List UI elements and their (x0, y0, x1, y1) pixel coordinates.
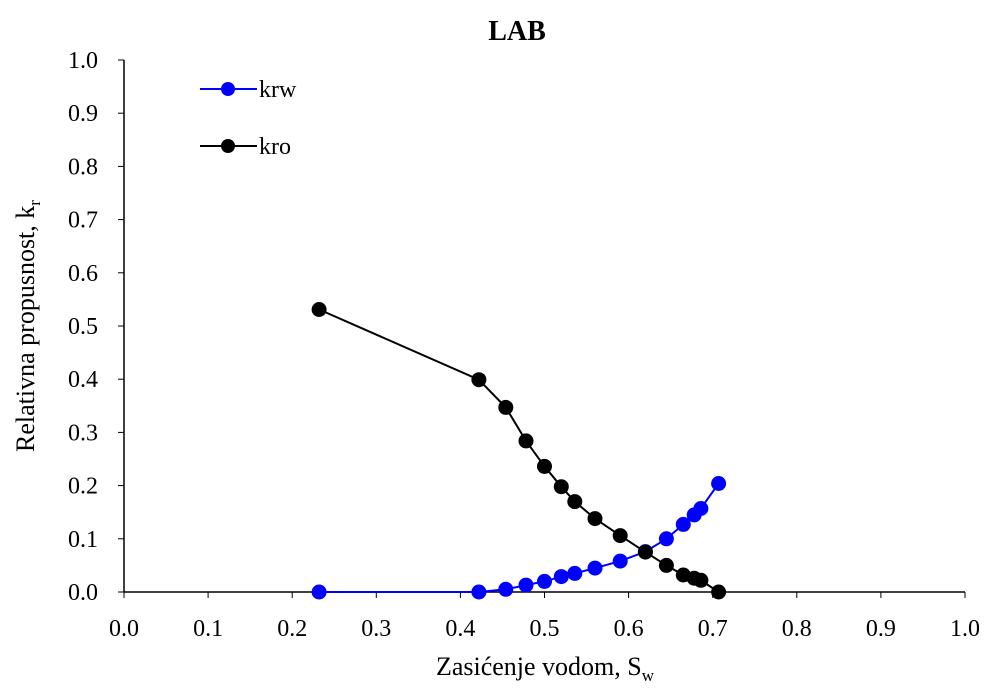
x-tick-label: 0.1 (193, 616, 223, 642)
x-tick-label: 0.2 (277, 616, 307, 642)
y-tick-labels: 0.0 0.1 0.2 0.3 0.4 0.5 0.6 0.7 0.8 0.9 1.0 (68, 48, 124, 606)
data-point-krw (537, 573, 552, 589)
y-tick-label: 0.1 (68, 527, 98, 553)
y-tick-label: 0.4 (68, 367, 98, 393)
data-point-kro (553, 479, 569, 495)
data-point-kro (612, 528, 628, 544)
x-tick-label: 0.3 (361, 616, 391, 642)
y-tick-label: 0.5 (68, 314, 98, 340)
legend-marker-kro (221, 139, 235, 153)
y-tick-label: 0.0 (68, 580, 98, 606)
y-tick-label: 0.7 (68, 208, 98, 234)
data-point-kro (658, 557, 674, 573)
data-point-krw (518, 577, 534, 593)
data-point-kro (587, 511, 603, 527)
series-line-kro (318, 308, 720, 593)
x-tick-label: 1.0 (950, 616, 980, 642)
series-kro (311, 302, 727, 600)
legend-label-kro: kro (259, 134, 291, 160)
data-point-krw (311, 584, 327, 600)
data-point-krw (471, 584, 487, 600)
data-point-krw (658, 531, 674, 547)
data-point-kro (693, 572, 709, 588)
legend: krw kro (200, 77, 297, 160)
data-point-kro (518, 433, 534, 449)
y-tick-label: 0.3 (68, 420, 98, 446)
chart-title: LAB (488, 16, 546, 47)
y-tick-label: 0.2 (68, 474, 98, 500)
data-point-kro (471, 372, 487, 388)
data-point-krw (567, 565, 583, 581)
y-tick-label: 1.0 (68, 48, 98, 74)
y-tick-label: 0.9 (68, 101, 98, 127)
y-axis-label-main: Relativna propusnost, k (11, 206, 40, 452)
legend-item-kro: kro (200, 134, 291, 160)
x-tick-label: 0.4 (445, 616, 475, 642)
data-point-krw (498, 581, 514, 597)
x-tick-labels: 0.0 0.1 0.2 0.3 0.4 0.5 0.6 0.7 0.8 0.9 1.0 (109, 592, 980, 642)
y-axis-label-subscript: r (25, 200, 44, 206)
legend-item-krw: krw (200, 77, 297, 103)
axes (123, 60, 965, 593)
x-tick-label: 0.9 (866, 616, 896, 642)
data-point-kro (311, 302, 327, 317)
series-krw (311, 476, 727, 600)
data-point-kro (637, 544, 653, 560)
x-tick-label: 0.0 (109, 616, 139, 642)
legend-label-krw: krw (259, 77, 297, 103)
data-point-krw (675, 516, 691, 532)
data-point-krw (587, 560, 603, 576)
x-tick-label: 0.8 (782, 616, 812, 642)
data-point-kro (537, 458, 552, 474)
data-point-kro (711, 584, 727, 600)
x-axis-label-subscript: w (642, 666, 655, 685)
x-tick-label: 0.7 (698, 616, 728, 642)
data-point-krw (711, 476, 727, 491)
data-point-krw (693, 501, 709, 516)
y-axis-label: Relativna propusnost, kr (11, 200, 44, 452)
y-tick-label: 0.6 (68, 261, 98, 287)
data-point-kro (567, 494, 583, 510)
x-tick-label: 0.5 (530, 616, 560, 642)
series-line-krw (319, 482, 720, 593)
series-layer (311, 302, 727, 600)
y-tick-label: 0.8 (68, 154, 98, 180)
data-point-krw (612, 553, 628, 569)
data-point-krw (553, 569, 569, 585)
x-axis-label-main: Zasićenje vodom, S (436, 652, 642, 681)
data-point-kro (498, 399, 514, 415)
x-axis-label: Zasićenje vodom, Sw (436, 652, 655, 685)
x-tick-label: 0.6 (614, 616, 644, 642)
legend-marker-krw (221, 82, 235, 96)
